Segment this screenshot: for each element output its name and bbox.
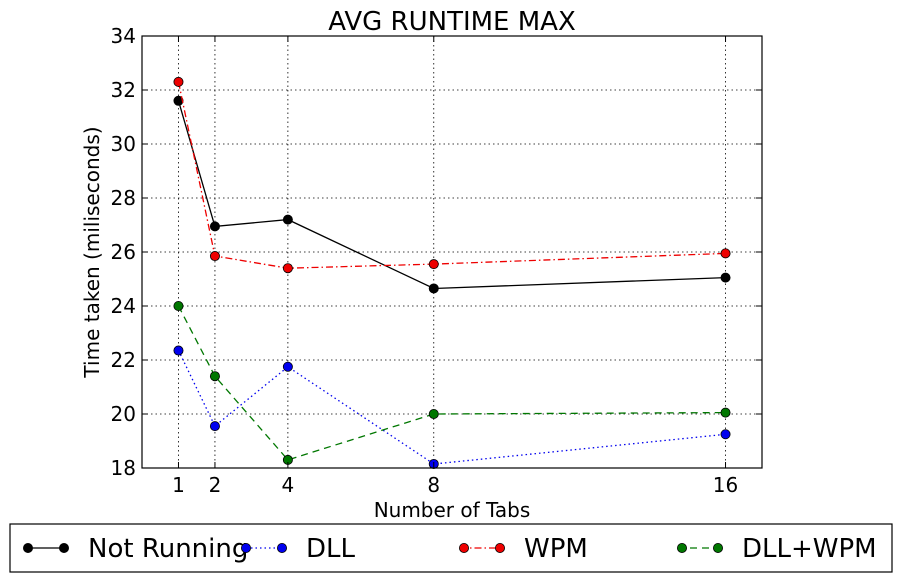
data-point bbox=[173, 300, 184, 311]
y-tick-label: 28 bbox=[111, 186, 136, 210]
data-point bbox=[720, 248, 731, 259]
series-dll-wpm bbox=[173, 300, 731, 465]
y-tick-label: 20 bbox=[111, 402, 136, 426]
data-point bbox=[720, 272, 731, 283]
data-point bbox=[282, 361, 293, 372]
data-point bbox=[209, 251, 220, 262]
legend-marker bbox=[22, 543, 33, 554]
data-point bbox=[720, 429, 731, 440]
legend-entry: Not Running bbox=[22, 534, 248, 564]
series-line bbox=[177, 305, 726, 461]
series-wpm bbox=[173, 76, 731, 274]
series-line bbox=[177, 81, 726, 269]
legend-label: Not Running bbox=[88, 534, 248, 564]
legend-entry: DLL bbox=[240, 534, 356, 564]
x-tick-label: 4 bbox=[282, 473, 295, 497]
y-tick-label: 32 bbox=[111, 78, 136, 102]
legend-marker bbox=[276, 543, 287, 554]
series-line bbox=[177, 100, 726, 290]
y-axis-label: Time taken (miliseconds) bbox=[80, 126, 104, 378]
x-tick-label: 16 bbox=[713, 473, 738, 497]
data-point bbox=[209, 371, 220, 382]
x-tick-label: 1 bbox=[172, 473, 185, 497]
legend-marker bbox=[458, 543, 469, 554]
series-line bbox=[177, 350, 726, 465]
data-point bbox=[428, 283, 439, 294]
legend-marker bbox=[240, 543, 251, 554]
x-axis-label: Number of Tabs bbox=[374, 498, 531, 522]
data-point bbox=[428, 259, 439, 270]
data-point bbox=[173, 345, 184, 356]
legend-label: DLL bbox=[306, 534, 356, 564]
y-tick-label: 24 bbox=[111, 294, 136, 318]
y-tick-label: 26 bbox=[111, 240, 136, 264]
data-point bbox=[173, 76, 184, 87]
legend-entry: WPM bbox=[458, 534, 588, 564]
data-point bbox=[209, 221, 220, 232]
y-tick-label: 18 bbox=[111, 456, 136, 480]
y-tick-label: 34 bbox=[111, 24, 136, 48]
data-point bbox=[720, 407, 731, 418]
y-tick-label: 22 bbox=[111, 348, 136, 372]
legend-entry: DLL+WPM bbox=[677, 534, 877, 564]
legend-marker bbox=[494, 543, 505, 554]
legend-label: DLL+WPM bbox=[742, 534, 877, 564]
data-point bbox=[282, 263, 293, 274]
series-not-running bbox=[173, 95, 731, 294]
grid-lines bbox=[142, 35, 762, 469]
y-tick-label: 30 bbox=[111, 132, 136, 156]
legend-box bbox=[9, 523, 893, 573]
legend-marker bbox=[713, 543, 724, 554]
legend: Not Running DLL WPM DLL+WPM bbox=[9, 523, 893, 573]
data-point bbox=[209, 421, 220, 432]
x-tick-label: 2 bbox=[209, 473, 222, 497]
series-layer bbox=[173, 76, 731, 469]
legend-marker bbox=[59, 543, 70, 554]
data-point bbox=[428, 408, 439, 419]
chart-title: AVG RUNTIME MAX bbox=[328, 7, 576, 37]
series-dll bbox=[173, 345, 731, 469]
x-tick-label: 8 bbox=[427, 473, 440, 497]
legend-label: WPM bbox=[524, 534, 588, 564]
legend-marker bbox=[677, 543, 688, 554]
data-point bbox=[282, 214, 293, 225]
